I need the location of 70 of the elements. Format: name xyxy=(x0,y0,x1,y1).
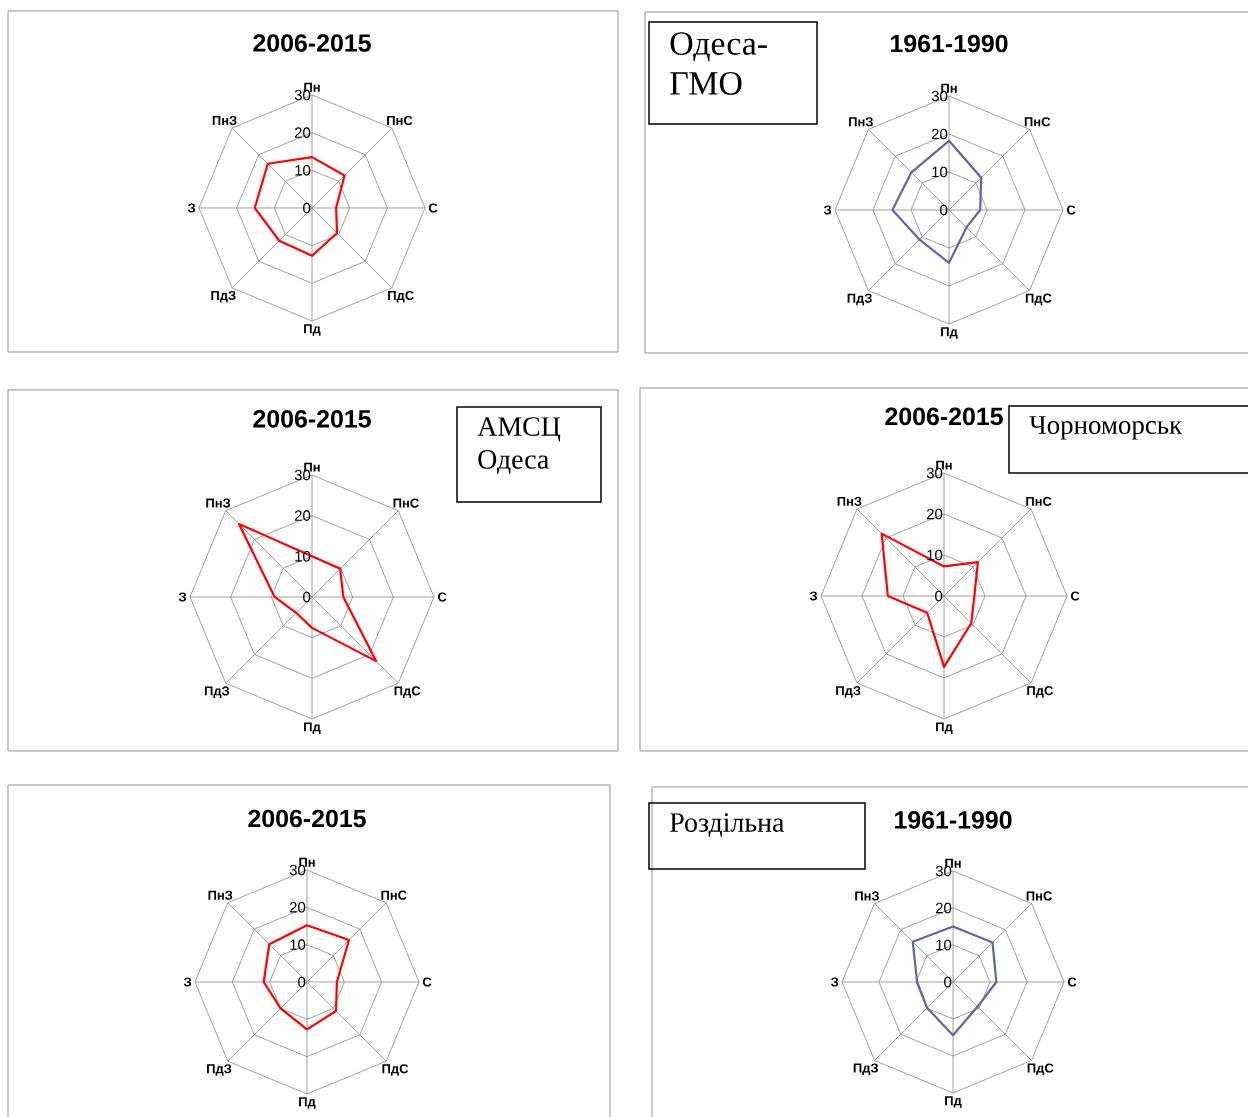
spoke-label: З xyxy=(809,591,817,601)
text: Роздільна xyxy=(670,813,785,838)
y-tick-label: 0 xyxy=(940,204,948,216)
spoke-label: Пд xyxy=(941,327,958,339)
y-tick-label: 0 xyxy=(303,591,311,603)
y-tick-label: 20 xyxy=(294,510,311,521)
y-tick-label: 0 xyxy=(303,202,311,214)
spoke-label: С xyxy=(1070,591,1080,601)
spoke-label: ПдЗ xyxy=(853,1063,878,1076)
y-tick-label: 20 xyxy=(289,902,306,913)
y-tick-label: 20 xyxy=(926,508,943,520)
y-tick-label: 0 xyxy=(944,976,952,988)
spoke-label: ПнС xyxy=(1024,117,1051,127)
spoke-label: ПдЗ xyxy=(836,686,861,698)
chart-title: 2006-2015 xyxy=(885,407,1003,426)
y-tick-label: 10 xyxy=(927,549,943,561)
spoke-label: ПдС xyxy=(1027,686,1053,698)
spoke-label: С xyxy=(1066,205,1076,215)
spoke-label: Пд xyxy=(945,1096,962,1108)
spoke-label: З xyxy=(830,977,839,987)
spoke-label: Пд xyxy=(936,722,953,734)
spoke-label: С xyxy=(1067,977,1077,987)
spoke-label: ПнЗ xyxy=(849,117,873,127)
spoke-label: Пд xyxy=(304,722,321,734)
y-tick-label: 10 xyxy=(295,165,311,176)
spoke-label: ПдС xyxy=(1027,1063,1054,1076)
spoke-label: ПнС xyxy=(393,498,419,508)
chart-title: 2006-2015 xyxy=(248,809,366,828)
y-tick-label: 10 xyxy=(290,939,306,950)
spoke-label: ПдЗ xyxy=(207,1064,232,1076)
y-tick-label: 10 xyxy=(295,551,311,562)
spoke-label: ПдЗ xyxy=(847,293,872,306)
y-tick-label: 20 xyxy=(294,127,311,138)
spoke-label: ПдС xyxy=(382,1064,409,1076)
spoke-label: ПдС xyxy=(1025,293,1052,306)
chart-title: 1961-1990 xyxy=(891,34,1008,53)
y-tick-label: 20 xyxy=(935,902,952,914)
text: Чорноморськ xyxy=(1029,416,1183,440)
spoke-label: ПнЗ xyxy=(208,890,233,900)
chart-title: 2006-2015 xyxy=(253,34,371,52)
text: АМСЦ Одеса xyxy=(477,417,561,474)
y-tick-label: 0 xyxy=(298,976,306,988)
spoke-label: ПдЗ xyxy=(211,290,236,303)
spoke-label: З xyxy=(183,977,192,987)
chart-title: 2006-2015 xyxy=(253,410,371,428)
spoke-label: ПдЗ xyxy=(204,686,230,698)
spoke-label: З xyxy=(823,205,832,215)
spoke-label: ПдС xyxy=(388,290,414,303)
spoke-label: ПнС xyxy=(381,890,407,900)
y-tick-label: 0 xyxy=(935,590,943,602)
spoke-label: ПдС xyxy=(394,686,421,698)
spoke-label: С xyxy=(428,203,438,213)
spoke-label: ПнС xyxy=(1026,496,1052,506)
spoke-label: ПнС xyxy=(1026,891,1052,901)
spoke-label: ПнЗ xyxy=(855,891,879,901)
spoke-label: З xyxy=(187,203,196,213)
spoke-label: Пд xyxy=(299,1097,316,1109)
spoke-label: ПнЗ xyxy=(206,498,231,508)
spoke-label: ПнЗ xyxy=(837,496,862,506)
spoke-label: ПнЗ xyxy=(212,115,237,126)
chart-title: 1961-1990 xyxy=(895,811,1012,829)
spoke-label: З xyxy=(178,592,186,602)
spoke-label: С xyxy=(422,977,432,987)
text: Одеса-ГМО xyxy=(670,32,767,95)
spoke-label: С xyxy=(437,592,447,602)
spoke-label: Пд xyxy=(304,324,321,336)
y-tick-label: 10 xyxy=(936,939,952,951)
y-tick-label: 20 xyxy=(931,128,948,140)
y-tick-label: 10 xyxy=(932,166,948,178)
spoke-label: ПнС xyxy=(387,115,413,126)
